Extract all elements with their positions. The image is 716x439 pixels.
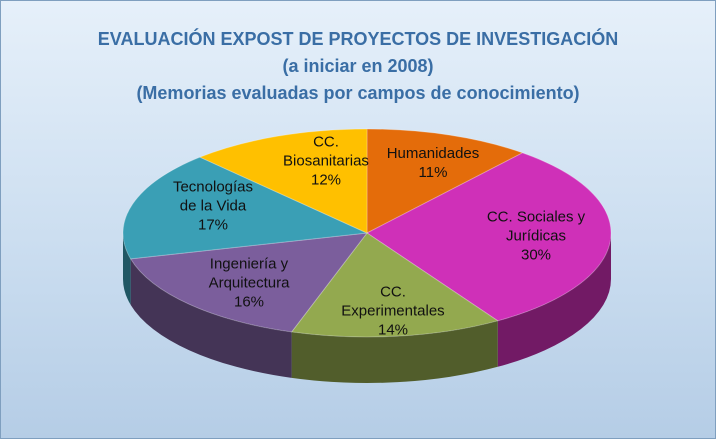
category-name: Ingeniería y Arquitectura [208,255,290,292]
slice [122,156,369,260]
category-name: Humanidades [386,145,480,162]
slice-label: CC. Biosanitarias 12% [276,133,376,190]
value-label: 12% [310,171,342,189]
slice-label: Humanidades 11% [368,144,498,182]
value-label: 17% [197,216,229,234]
slice [129,232,369,333]
slice-label: CC. Experimentales 14% [328,283,458,340]
slice-label: Ingeniería y Arquitectura 16% [179,255,319,312]
category-name: CC. Sociales y Jurídicas [486,208,586,245]
value-label: 16% [233,293,265,311]
chart-subtitle: (a iniciar en 2008) [282,56,434,76]
chart-subtitle: (Memorias evaluadas por campos de conoci… [136,83,580,103]
slice [290,232,499,338]
value-label: 14% [377,321,409,339]
slice [366,128,524,234]
category-name: CC. Experimentales [341,283,445,320]
value-label: 30% [520,246,552,264]
chart-title: EVALUACIÓN EXPOST DE PROYECTOS DE INVEST… [97,29,619,49]
slice-label: Tecnologías de la Vida 17% [163,178,263,235]
slice-side [123,233,131,305]
slice-side [291,320,498,383]
slice [366,152,612,322]
slice-label: CC. Sociales y Jurídicas 30% [466,208,606,265]
category-name: CC. Biosanitarias [283,133,369,170]
slice [198,128,368,234]
value-label: 11% [418,164,448,181]
slice-side [497,233,611,367]
category-name: Tecnologías de la Vida [172,178,254,215]
slice-side [130,258,292,378]
